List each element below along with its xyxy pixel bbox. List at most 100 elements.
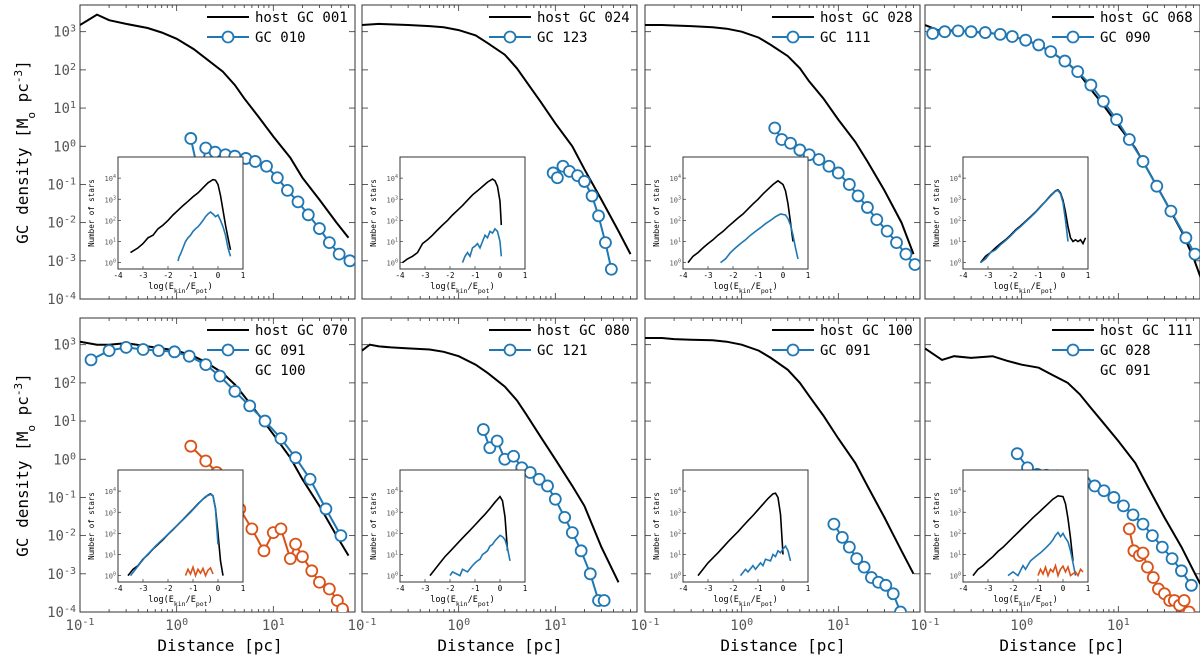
data-point (305, 564, 319, 578)
data-point (574, 544, 588, 558)
inset-line-gc-121 (449, 534, 511, 577)
inset-y-tick-label: 101 (950, 238, 961, 247)
data-point (303, 472, 317, 486)
inset-y-tick-label: 103 (387, 195, 398, 204)
y-tick-label: 10-2 (47, 214, 76, 232)
data-point (558, 511, 572, 524)
inset-x-tick-label: 0 (1061, 584, 1066, 593)
inset-xlabel: log(Ekin/Epot) (713, 595, 777, 608)
data-point (880, 224, 894, 238)
inset-line-gc-090 (980, 189, 1069, 264)
inset-xlabel: log(Ekin/Epot) (430, 595, 494, 608)
inset-plot (979, 188, 1087, 264)
inset-ticks (399, 490, 526, 582)
legend-marker (1066, 30, 1080, 44)
y-tick-label: 10-3 (47, 565, 76, 583)
inset-y-tick-label: 100 (387, 259, 398, 268)
data-point (1010, 447, 1024, 461)
series-line-host-gc-001 (80, 13, 350, 239)
x-tick-label: 10-1 (66, 617, 95, 635)
data-point (978, 26, 992, 39)
data-point (1058, 54, 1072, 68)
legend-label: GC 090 (1100, 30, 1151, 46)
inset-y-tick-label: 102 (950, 529, 961, 538)
inset-x-tick-label: -1 (470, 584, 479, 593)
data-point (1044, 45, 1058, 59)
y-tick-label: 10-3 (47, 252, 76, 270)
legend-label: GC 091 (1100, 363, 1151, 379)
inset-y-tick-label: 101 (387, 551, 398, 560)
legend-marker (786, 343, 800, 357)
inset-y-tick-label: 101 (670, 551, 681, 560)
inset-frame (682, 156, 809, 270)
data-point (1165, 552, 1179, 566)
data-point (784, 136, 797, 150)
data-point (1136, 155, 1150, 168)
data-point (270, 171, 284, 185)
inset-x-tick-label: -4 (958, 271, 968, 280)
inset-y-tick-label: 103 (387, 508, 398, 517)
data-point (926, 27, 940, 40)
inset-xlabel: log(Ekin/Epot) (993, 595, 1057, 608)
inset-y-tick-label: 103 (670, 195, 681, 204)
inset-ticks (117, 177, 244, 269)
data-point (597, 594, 611, 607)
data-point (951, 24, 965, 38)
inset-x-tick-label: -2 (1008, 271, 1017, 280)
panel-gc-024: host GC 024 GC 123 -4 -3 -2 -1 0 1 100 101 102 103 1… (361, 4, 638, 300)
inset-ticks (962, 490, 1089, 582)
data-point (578, 175, 591, 188)
y-tick-label: 10-2 (47, 527, 76, 545)
legend: host GC 001 GC 010 (207, 10, 348, 46)
series-line-host-gc-028 (645, 24, 915, 255)
inset-x-tick-label: -4 (395, 271, 405, 280)
ylabel-bottom: GC density [Mo pc-3] (12, 373, 38, 557)
legend: host GC 100 GC 091 (772, 323, 913, 359)
x-tick-label: 100 (165, 617, 188, 635)
inset-line-host (687, 179, 794, 264)
inset-ylabel: Number of stars (932, 179, 941, 247)
data-point (851, 189, 865, 203)
inset-y-tick-label: 103 (950, 508, 961, 517)
data-point (322, 236, 336, 249)
legend-label: host GC 024 (537, 10, 630, 26)
legend-label: host GC 028 (820, 10, 913, 26)
data-point (1110, 113, 1124, 126)
data-point (1117, 499, 1130, 513)
axis-ticks (79, 318, 356, 613)
x-tick-label: 10-1 (348, 617, 377, 635)
inset-y-tick-label: 103 (950, 195, 961, 204)
x-tick-label: 100 (730, 617, 753, 635)
inset-y-tick-label: 101 (670, 238, 681, 247)
panels: 1 0 -4 10-3 10-2 10-1 100 101 102 103 host GC 001G… (47, 4, 1200, 635)
x-tick-label: 100 (447, 617, 470, 635)
data-point (585, 189, 599, 203)
data-point (1032, 38, 1046, 52)
data-point (835, 530, 849, 544)
inset-y-tick-label: 100 (670, 572, 681, 581)
inset-xlabel: log(Ekin/Epot) (148, 595, 212, 608)
axis-ticks (79, 5, 356, 300)
inset-y-tick-label: 100 (387, 572, 398, 581)
legend: host GC 080 GC 121 (489, 323, 630, 359)
inset-x-tick-label: -1 (188, 584, 197, 593)
plot-area (362, 343, 620, 607)
data-point (102, 344, 116, 358)
panel-gc-028: host GC 028 GC 111 -4 -3 -2 -1 0 1 100 101 102 103 1… (644, 4, 921, 300)
inset-y-tick-label: 101 (105, 551, 116, 560)
data-point (274, 522, 288, 536)
data-point (1155, 540, 1169, 554)
inset-x-tick-label: -4 (958, 584, 968, 593)
inset-x-tick-label: 1 (806, 271, 811, 280)
x-tick-label: 100 (1010, 617, 1033, 635)
xlabel-col-4: Distance [pc] (999, 636, 1124, 655)
data-point (476, 423, 490, 436)
data-point (301, 208, 315, 222)
legend: host GC 024 GC 123 (489, 10, 630, 46)
data-point (1136, 546, 1150, 560)
data-point (1150, 179, 1164, 193)
inset: -4 -3 -2 -1 0 1 100 101 102 103 104 Number of stars… (369, 469, 527, 608)
inset-y-tick-label: 104 (950, 487, 961, 496)
